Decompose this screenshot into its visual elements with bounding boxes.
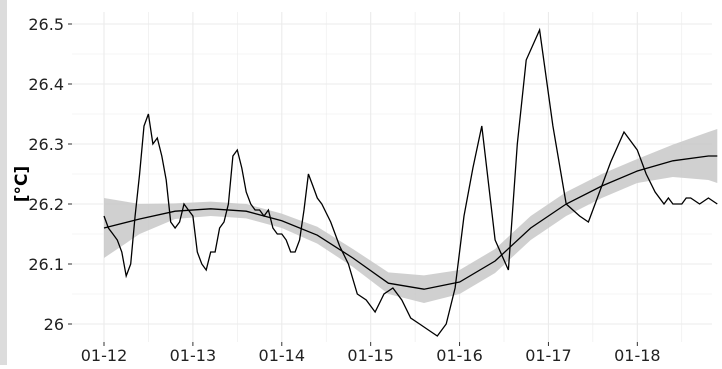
y-tick-label: 26.4 — [28, 75, 64, 94]
y-tick-label: 26.1 — [28, 255, 64, 274]
confidence-band-layer — [104, 129, 718, 303]
axes: 26 26.1 26.2 26.3 26.4 26.5 01-12 01-13 01-14 01-… — [28, 15, 660, 365]
x-tick-label: 01-12 — [81, 346, 128, 365]
y-tick-label: 26.5 — [28, 15, 64, 34]
x-tick-label: 01-13 — [170, 346, 217, 365]
side-bar — [0, 0, 7, 365]
observed-series-line — [103, 27, 718, 337]
smooth-series-line — [103, 155, 718, 290]
confidence-band — [104, 129, 718, 303]
x-tick-label: 01-15 — [347, 346, 394, 365]
x-tick-label: 01-18 — [614, 346, 661, 365]
y-tick-label: 26 — [44, 315, 64, 334]
y-axis-label: [°C] — [12, 166, 32, 203]
x-tick-label: 01-14 — [259, 346, 306, 365]
y-tick-label: 26.3 — [28, 135, 64, 154]
x-tick-label: 01-16 — [436, 346, 483, 365]
y-tick-label: 26.2 — [28, 195, 64, 214]
series-layer — [103, 27, 718, 337]
x-tick-label: 01-17 — [525, 346, 572, 365]
